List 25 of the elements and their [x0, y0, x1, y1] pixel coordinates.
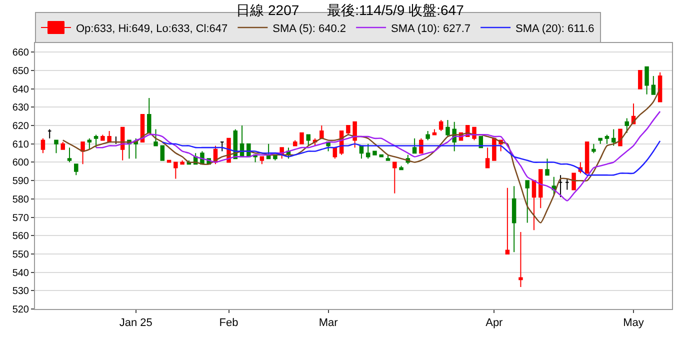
y-tick-label: 530: [12, 286, 30, 298]
y-tick-label: 580: [12, 194, 30, 206]
y-tick-label: 570: [12, 212, 30, 224]
y-tick-label: 660: [12, 48, 30, 59]
y-tick-label: 540: [12, 268, 30, 279]
legend-label: SMA (10): 627.7: [391, 22, 471, 35]
x-tick-label: Feb: [219, 317, 238, 330]
y-tick-label: 590: [12, 176, 30, 188]
chart-title: 日線 2207 最後:114/5/9 收盤:647: [236, 2, 464, 18]
y-tick-label: 560: [12, 231, 30, 242]
y-tick-label: 630: [12, 102, 30, 114]
y-tick-label: 550: [12, 249, 30, 260]
y-tick-label: 650: [12, 66, 30, 78]
legend-label: Op:633, Hi:649, Lo:633, Cl:647: [76, 22, 228, 35]
legend-label: SMA (20): 611.6: [516, 22, 594, 35]
x-tick-label: Apr: [486, 317, 504, 330]
x-tick-label: May: [623, 317, 644, 330]
x-tick-label: Jan 25: [119, 317, 152, 330]
x-tick-label: Mar: [318, 317, 338, 330]
y-tick-label: 520: [12, 304, 30, 316]
y-tick-label: 600: [12, 158, 30, 169]
y-tick-label: 620: [12, 121, 30, 132]
y-tick-label: 640: [12, 84, 30, 96]
y-tick-label: 610: [12, 139, 30, 150]
legend-label: SMA (5): 640.2: [272, 22, 346, 35]
